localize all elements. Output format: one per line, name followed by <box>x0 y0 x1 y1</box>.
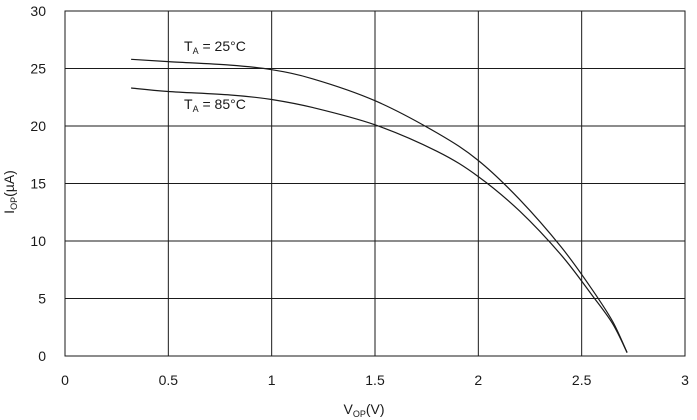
x-tick-label: 3 <box>681 372 689 388</box>
y-axis-label: IOP(µA) <box>1 170 19 214</box>
x-tick-label: 2 <box>474 372 482 388</box>
series-line-0 <box>131 58 628 353</box>
y-tick-label: 5 <box>38 291 46 307</box>
y-tick-labels: 0 5 10 15 20 25 30 <box>30 3 46 364</box>
series-label-25c: TA = 25°C <box>184 38 246 56</box>
y-tick-label: 20 <box>30 118 46 134</box>
x-tick-label: 0.5 <box>159 372 179 388</box>
grid-lines <box>65 11 685 356</box>
y-tick-label: 25 <box>30 61 46 77</box>
series-line-1 <box>131 87 628 353</box>
y-tick-label: 30 <box>30 3 46 19</box>
x-tick-label: 1.5 <box>365 372 385 388</box>
series-layer <box>131 58 628 353</box>
x-tick-label: 1 <box>268 372 276 388</box>
y-tick-label: 0 <box>38 348 46 364</box>
series-label-85c: TA = 85°C <box>184 96 246 114</box>
x-axis-label: VOP(V) <box>343 401 384 419</box>
x-tick-labels: 0 0.5 1 1.5 2 2.5 3 <box>61 372 689 388</box>
y-tick-label: 15 <box>30 176 46 192</box>
x-tick-label: 0 <box>61 372 69 388</box>
x-tick-label: 2.5 <box>572 372 592 388</box>
y-tick-label: 10 <box>30 233 46 249</box>
